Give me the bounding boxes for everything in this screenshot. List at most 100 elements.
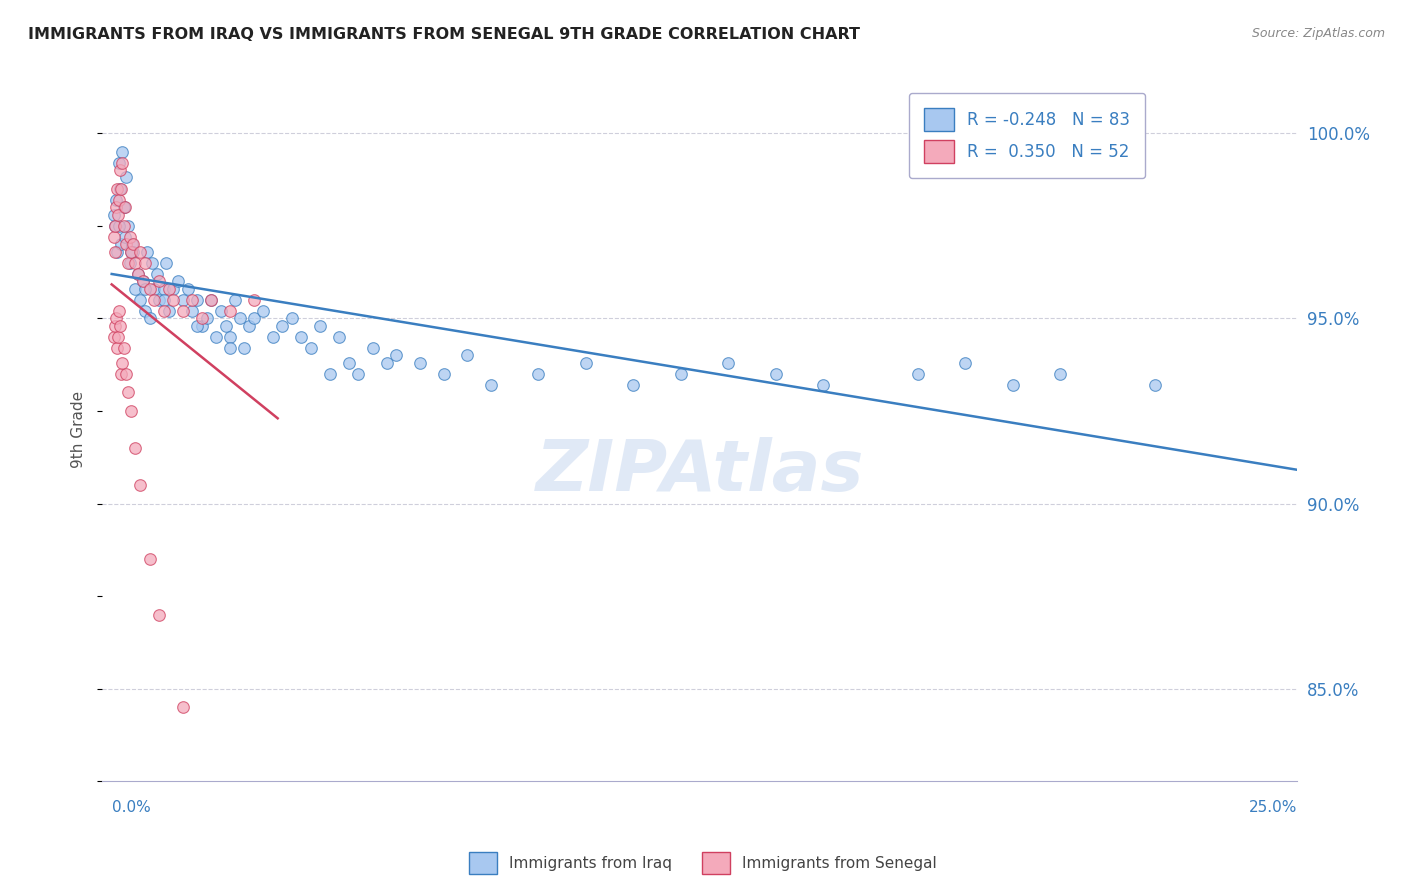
Point [219, 341, 242, 355]
Point [309, 318, 332, 333]
Point [621, 378, 644, 392]
Point [262, 330, 284, 344]
Point [347, 367, 370, 381]
Point [717, 356, 740, 370]
Point [155, 256, 177, 270]
Point [456, 348, 478, 362]
Point [186, 293, 208, 307]
Point [1143, 378, 1166, 392]
Point [110, 367, 132, 381]
Point [111, 356, 134, 370]
Point [172, 293, 194, 307]
Point [105, 181, 128, 195]
Point [117, 219, 139, 233]
Point [186, 318, 208, 333]
Point [143, 282, 166, 296]
Point [111, 155, 134, 169]
Text: Source: ZipAtlas.com: Source: ZipAtlas.com [1251, 27, 1385, 40]
Point [148, 274, 170, 288]
Point [200, 293, 222, 307]
Point [907, 367, 929, 381]
Point [290, 330, 312, 344]
Point [134, 304, 156, 318]
Point [131, 274, 153, 288]
Point [105, 200, 128, 214]
Point [138, 552, 160, 566]
Point [200, 293, 222, 307]
Point [145, 267, 167, 281]
Point [115, 237, 138, 252]
Point [117, 256, 139, 270]
Point [375, 356, 398, 370]
Point [385, 348, 408, 362]
Point [153, 293, 176, 307]
Point [103, 330, 125, 344]
Point [127, 267, 149, 281]
Point [112, 200, 135, 214]
Point [120, 244, 142, 259]
Point [114, 229, 136, 244]
Point [105, 244, 128, 259]
Point [131, 274, 153, 288]
Point [129, 478, 152, 492]
Point [107, 208, 129, 222]
Point [118, 229, 141, 244]
Point [129, 244, 152, 259]
Point [148, 607, 170, 622]
Point [108, 193, 131, 207]
Point [219, 304, 242, 318]
Point [479, 378, 502, 392]
Point [955, 356, 977, 370]
Point [811, 378, 834, 392]
Point [129, 293, 152, 307]
Point [233, 341, 256, 355]
Point [765, 367, 787, 381]
Point [153, 282, 176, 296]
Text: ZIPAtlas: ZIPAtlas [536, 437, 863, 506]
Point [103, 229, 125, 244]
Point [111, 145, 134, 159]
Point [108, 219, 131, 233]
Point [527, 367, 550, 381]
Point [167, 274, 190, 288]
Point [361, 341, 384, 355]
Point [104, 318, 127, 333]
Point [136, 244, 159, 259]
Point [271, 318, 294, 333]
Point [103, 208, 125, 222]
Point [112, 341, 135, 355]
Point [172, 700, 194, 714]
Text: IMMIGRANTS FROM IRAQ VS IMMIGRANTS FROM SENEGAL 9TH GRADE CORRELATION CHART: IMMIGRANTS FROM IRAQ VS IMMIGRANTS FROM … [28, 27, 860, 42]
Point [122, 237, 145, 252]
Point [138, 282, 160, 296]
Point [209, 304, 232, 318]
Point [104, 311, 127, 326]
Point [124, 282, 146, 296]
Point [117, 385, 139, 400]
Legend: R = -0.248   N = 83, R =  0.350   N = 52: R = -0.248 N = 83, R = 0.350 N = 52 [910, 93, 1146, 178]
Point [120, 244, 142, 259]
Point [114, 200, 136, 214]
Point [105, 341, 128, 355]
Point [191, 311, 214, 326]
Point [127, 267, 149, 281]
Point [134, 256, 156, 270]
Point [103, 244, 125, 259]
Point [243, 311, 266, 326]
Text: 25.0%: 25.0% [1249, 800, 1298, 815]
Point [238, 318, 260, 333]
Point [110, 181, 132, 195]
Point [108, 155, 131, 169]
Point [219, 330, 242, 344]
Point [148, 293, 170, 307]
Point [112, 219, 135, 233]
Point [281, 311, 304, 326]
Point [181, 293, 204, 307]
Point [328, 330, 350, 344]
Point [107, 330, 129, 344]
Point [191, 318, 214, 333]
Point [110, 181, 132, 195]
Point [108, 318, 131, 333]
Point [153, 304, 176, 318]
Point [115, 367, 138, 381]
